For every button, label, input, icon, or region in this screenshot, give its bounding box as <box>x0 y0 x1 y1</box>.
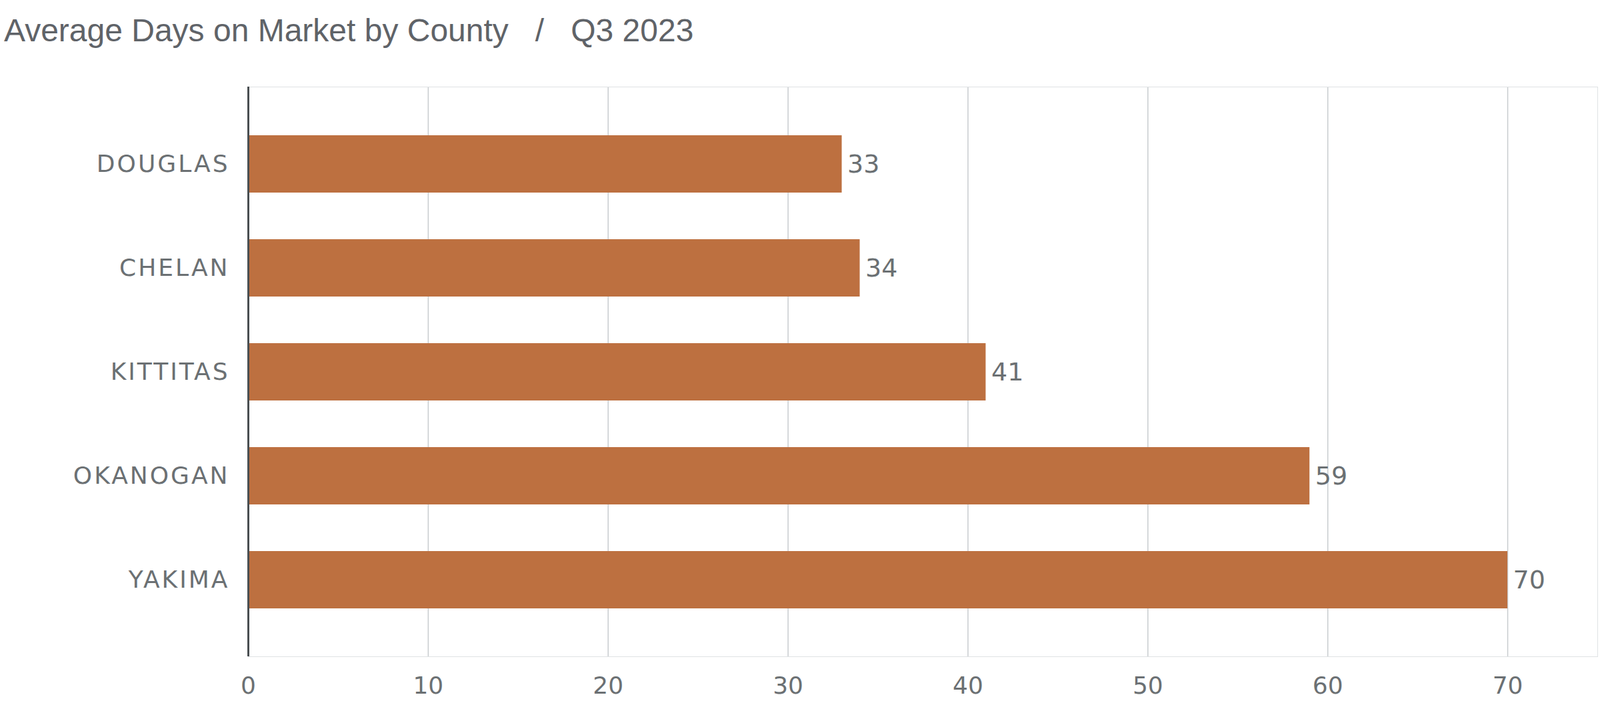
svg-text:60: 60 <box>1312 672 1344 700</box>
svg-text:20: 20 <box>592 672 624 700</box>
svg-text:0: 0 <box>240 672 256 700</box>
svg-text:34: 34 <box>865 253 898 283</box>
svg-text:59: 59 <box>1315 461 1348 491</box>
svg-text:70: 70 <box>1513 565 1546 595</box>
svg-text:10: 10 <box>412 672 444 700</box>
svg-text:41: 41 <box>991 357 1024 387</box>
svg-text:YAKIMA: YAKIMA <box>128 566 230 594</box>
svg-text:40: 40 <box>952 672 984 700</box>
svg-text:70: 70 <box>1492 672 1524 700</box>
svg-text:OKANOGAN: OKANOGAN <box>73 462 230 490</box>
svg-text:30: 30 <box>772 672 804 700</box>
svg-text:33: 33 <box>847 149 880 179</box>
svg-text:50: 50 <box>1132 672 1164 700</box>
html-text:Average Days on Market by Coun: Average Days on Market by County / Q3 20… <box>4 12 694 48</box>
svg-text:DOUGLAS: DOUGLAS <box>96 150 230 178</box>
svg-text:KITTITAS: KITTITAS <box>110 358 230 386</box>
svg-text:CHELAN: CHELAN <box>119 254 230 282</box>
